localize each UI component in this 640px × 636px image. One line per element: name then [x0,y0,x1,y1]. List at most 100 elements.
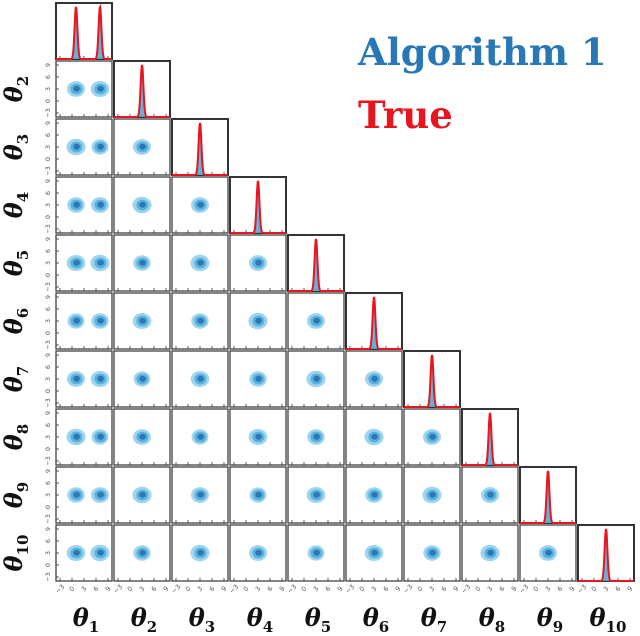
panel-10-5 [287,524,345,582]
contour-inner [255,491,262,498]
contour-inner [429,491,436,498]
y-axis-label-theta2: θ2 [0,76,32,102]
contour-inner [255,433,262,440]
x-tick-label: 0 [358,585,367,594]
panel-6-6 [345,292,403,350]
contour-inner [139,259,146,266]
hist-bar [547,473,549,523]
contour-inner [429,549,436,556]
y-tick-label: 3 [44,493,52,497]
x-tick-label: 3 [602,585,611,594]
x-tick-label: 6 [382,585,391,594]
panel-9-2 [113,466,171,524]
contour-inner [139,317,146,324]
x-axis-label-theta2: θ2 [131,603,157,636]
x-axis-label-theta4: θ4 [247,603,273,636]
x-tick-label: 0 [126,585,135,594]
x-tick-label: −3 [170,583,182,595]
y-tick-label: 9 [44,469,52,473]
y-tick-label: 0 [44,563,52,567]
hist-bar [374,299,375,349]
x-tick-label: 0 [590,585,599,594]
y-tick-label: 0 [44,99,52,103]
x-tick-label: 0 [68,585,77,594]
contour-inner [73,85,80,92]
panel-7-4 [229,350,287,408]
y-tick-label: 0 [44,447,52,451]
panel-7-5 [287,350,345,408]
x-tick-label: 0 [184,585,193,594]
y-tick-label: 6 [44,75,52,79]
y-tick-label: 9 [44,411,52,415]
y-tick-label: 9 [44,353,52,357]
y-tick-label: 6 [44,481,52,485]
x-tick-label: −3 [112,583,124,595]
panel-5-2 [113,234,171,292]
contour-inner [97,433,104,440]
y-tick-label: 6 [44,423,52,427]
panel-9-3 [171,466,229,524]
y-tick-label: −3 [44,108,52,118]
legend-true: True [358,93,453,137]
contour-inner [197,375,204,382]
panel-8-4 [229,408,287,466]
panel-8-1 [55,408,113,466]
panel-3-3 [171,118,229,176]
x-tick-label: −3 [460,583,472,595]
y-tick-label: 0 [44,157,52,161]
y-tick-label: 9 [44,179,52,183]
panel-9-9 [519,466,577,524]
y-tick-label: −3 [44,340,52,350]
contour-inner [313,491,320,498]
contour-inner [313,433,320,440]
contour-inner [255,259,262,266]
y-tick-label: −3 [44,398,52,408]
hist-bar [75,9,77,60]
panel-1-1 [55,2,113,60]
hist-bar [257,183,259,233]
x-axis-label-theta6: θ6 [363,603,389,636]
panel-6-3 [171,292,229,350]
true-density-curve [404,354,460,408]
x-tick-label: 9 [336,585,345,594]
x-tick-label: 0 [416,585,425,594]
x-tick-label: −3 [402,583,414,595]
contour-inner [429,433,436,440]
contour-inner [545,549,552,556]
x-tick-label: 6 [92,585,101,594]
x-tick-label: 9 [220,585,229,594]
contour-inner [197,549,204,556]
x-tick-label: 9 [568,585,577,594]
true-density-curve [172,122,228,176]
x-tick-label: 3 [370,585,379,594]
x-tick-label: 3 [312,585,321,594]
x-axis-label-theta10: θ10 [590,603,627,636]
x-tick-label: 3 [544,585,553,594]
panel-7-1 [55,350,113,408]
true-density-curve [520,470,576,524]
contour-inner [139,549,146,556]
x-tick-label: −3 [518,583,530,595]
y-tick-label: −3 [44,514,52,524]
panel-10-8 [461,524,519,582]
x-tick-label: 9 [162,585,171,594]
x-tick-label: 6 [266,585,275,594]
y-tick-label: −3 [44,456,52,466]
contour-inner [73,491,80,498]
contour-inner [255,375,262,382]
panel-4-1 [55,176,113,234]
y-axis-label-theta8: θ8 [0,424,32,450]
x-tick-label: 3 [80,585,89,594]
panel-9-4 [229,466,287,524]
contour-inner [487,491,494,498]
x-tick-label: 0 [300,585,309,594]
panel-8-5 [287,408,345,466]
x-tick-label: −3 [344,583,356,595]
x-tick-label: 3 [486,585,495,594]
x-axis-label-theta1: θ1 [73,603,99,636]
hist-bar [199,125,201,175]
y-tick-label: −3 [44,572,52,582]
y-tick-label: 9 [44,295,52,299]
panel-10-4 [229,524,287,582]
panel-10-9 [519,524,577,582]
